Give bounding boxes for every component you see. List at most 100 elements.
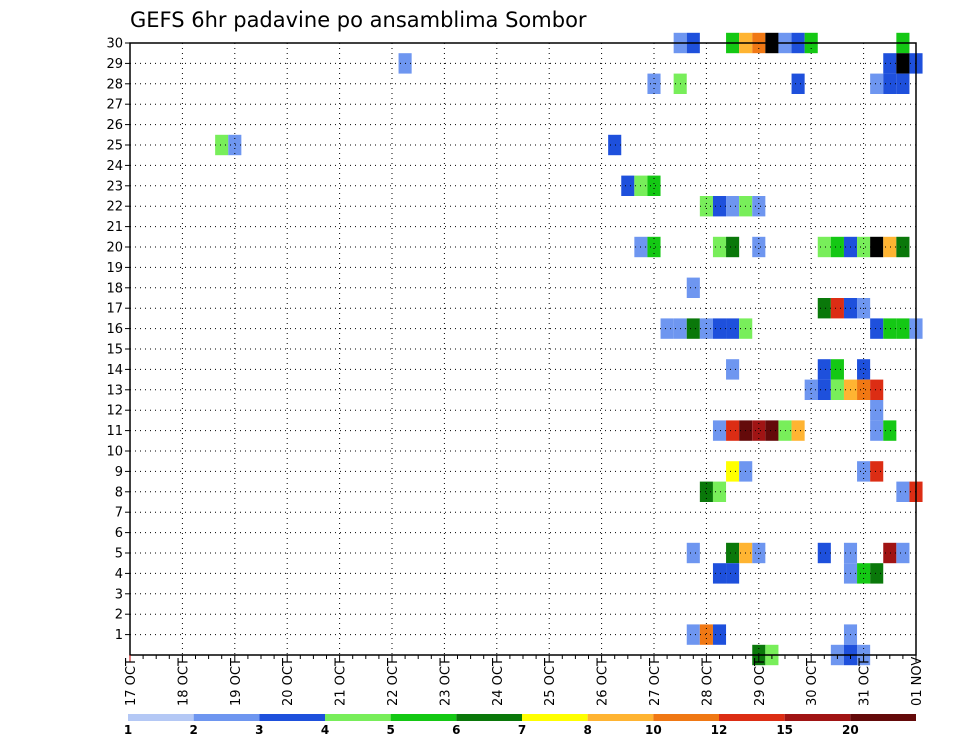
x-tick-label: 28 OCT [700, 658, 715, 706]
legend-label: 8 [583, 723, 591, 737]
y-tick-label: 14 [106, 363, 123, 378]
data-cell [712, 196, 727, 217]
y-tick-label: 1 [115, 628, 123, 643]
legend-label: 5 [386, 723, 394, 737]
data-cell [883, 236, 897, 258]
data-cell [830, 236, 844, 258]
y-tick-label: 27 [106, 98, 123, 113]
data-cell [726, 542, 740, 564]
data-cell [660, 318, 674, 339]
y-tick-label: 20 [106, 241, 123, 256]
legend-label: 4 [321, 723, 329, 737]
x-tick-label: 29 OCT [753, 658, 768, 706]
x-tick-label: 23 OCT [438, 658, 453, 706]
y-tick-label: 6 [115, 526, 123, 541]
data-cell [857, 359, 871, 380]
data-cell [883, 542, 897, 564]
data-cell [752, 420, 766, 441]
x-tick-label: 01 NOV [910, 657, 925, 706]
data-cell [726, 420, 740, 441]
y-tick-label: 8 [115, 485, 123, 500]
data-cell [765, 420, 779, 441]
y-tick-label: 24 [106, 159, 123, 174]
data-cell [857, 236, 871, 258]
y-tick-label: 16 [106, 322, 123, 337]
legend-swatch [456, 714, 522, 721]
y-tick-label: 11 [106, 424, 123, 439]
y-tick-label: 18 [106, 281, 123, 296]
legend-label: 6 [452, 723, 460, 737]
data-cell [896, 542, 910, 564]
y-tick-label: 17 [106, 302, 123, 317]
x-tick-label: 26 OCT [596, 658, 611, 706]
y-tick-label: 13 [106, 383, 123, 398]
data-cell [870, 236, 884, 258]
data-cell [896, 481, 910, 502]
data-cell [870, 400, 884, 421]
x-tick-label: 30 OCT [805, 658, 820, 706]
y-tick-label: 12 [106, 404, 123, 419]
data-cell [883, 420, 897, 441]
data-cell [215, 134, 229, 156]
y-tick-label: 19 [106, 261, 123, 276]
x-tick-label: 19 OCT [229, 658, 244, 706]
plot-frame [129, 42, 917, 656]
legend-label: 7 [518, 723, 526, 737]
data-cell [817, 359, 831, 380]
data-cell [791, 420, 805, 441]
data-cell [870, 73, 884, 94]
ensemble-cells [215, 32, 923, 666]
x-tick-label: 27 OCT [648, 658, 663, 706]
y-tick-label: 2 [115, 608, 123, 623]
y-tick-label: 5 [115, 547, 123, 562]
x-tick-label: 20 OCT [281, 658, 296, 706]
y-tick-label: 21 [106, 220, 123, 235]
y-tick-label: 10 [106, 445, 123, 460]
x-tick-label: 25 OCT [543, 658, 558, 706]
data-cell [830, 359, 844, 380]
data-cell [817, 298, 831, 319]
data-cell [883, 73, 897, 94]
color-legend: 1 2 3 4 5 6 7 8 10 12 15 20 [124, 714, 916, 737]
y-tick-label: 29 [106, 57, 123, 72]
x-axis: 17 OCT 18 OCT 19 OCT 20 OCT 21 OCT 22 OCT 23 O… [124, 655, 925, 706]
data-cell [752, 236, 766, 258]
y-tick-label: 23 [106, 179, 123, 194]
data-cell [870, 563, 884, 584]
data-cell [830, 298, 844, 319]
y-tick-label: 9 [115, 465, 123, 480]
data-cell [817, 542, 831, 564]
y-tick-label: 22 [106, 200, 123, 215]
legend-label: 12 [711, 723, 728, 737]
legend-swatch [850, 714, 916, 721]
data-cell [686, 542, 700, 564]
x-tick-label: 18 OCT [176, 658, 191, 706]
data-cell [228, 134, 242, 156]
legend-swatch [784, 714, 851, 721]
data-cell [647, 236, 661, 258]
data-cell [896, 236, 910, 258]
data-cell [870, 318, 884, 339]
data-cell [647, 175, 661, 196]
data-cell [726, 318, 740, 339]
data-cell [830, 379, 844, 400]
data-cell [752, 196, 766, 217]
data-cell [712, 318, 727, 339]
data-cell [791, 73, 805, 94]
x-tick-label: 24 OCT [491, 658, 506, 706]
data-cell [857, 461, 871, 482]
y-tick-label: 7 [115, 506, 123, 521]
data-cell [896, 318, 910, 339]
data-cell [896, 53, 910, 74]
data-cell [712, 563, 727, 584]
legend-swatch [522, 714, 588, 721]
y-tick-label: 15 [106, 343, 123, 358]
data-cell [870, 461, 884, 482]
data-cell [699, 481, 713, 502]
legend-label: 10 [645, 723, 662, 737]
data-cell [883, 53, 897, 74]
data-cell [896, 73, 910, 94]
data-cell [712, 420, 727, 441]
data-cell [817, 236, 831, 258]
